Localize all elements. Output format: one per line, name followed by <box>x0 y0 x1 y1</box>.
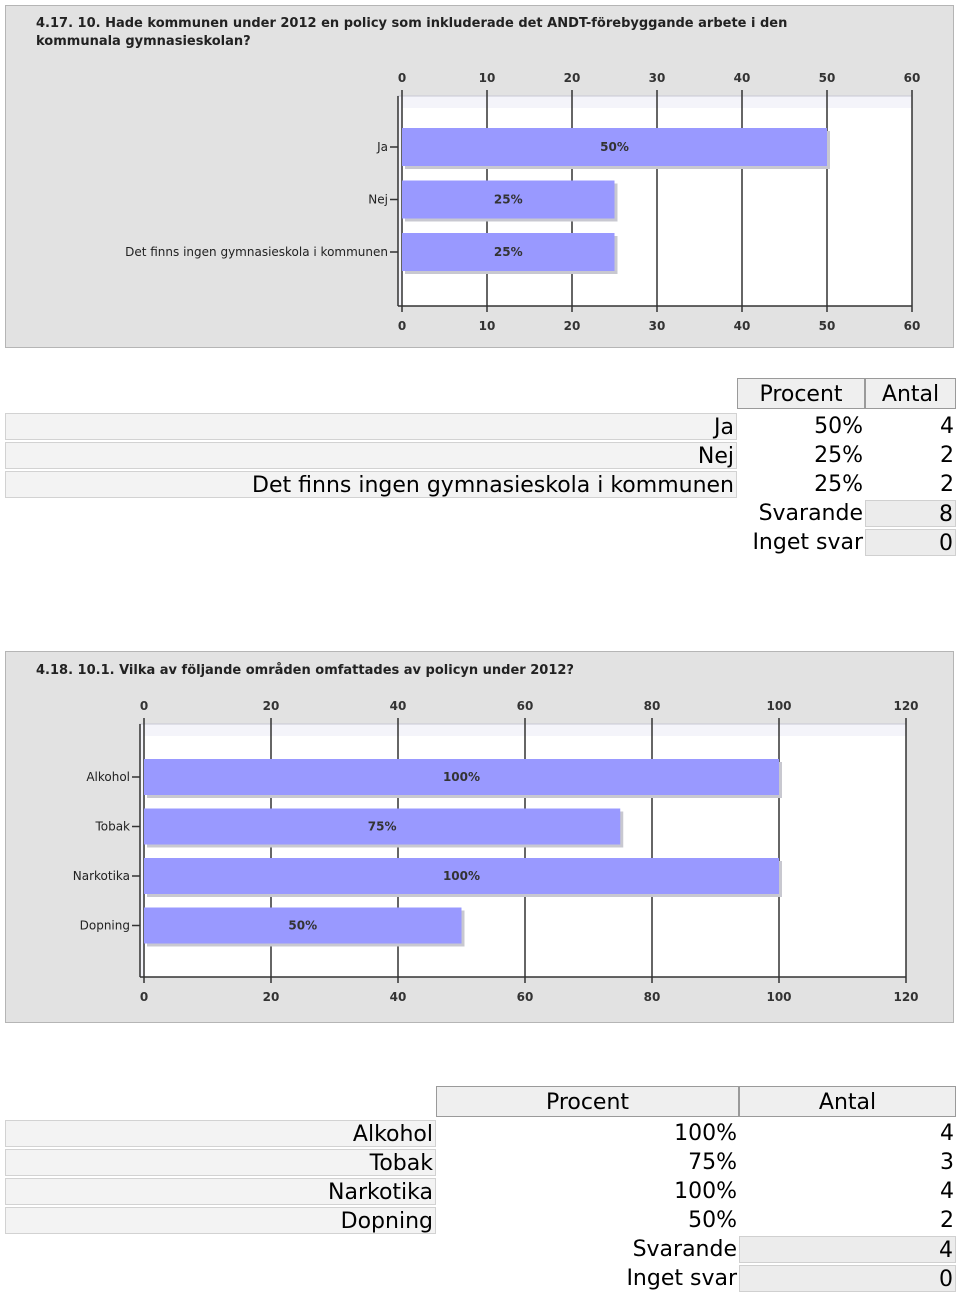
chart-title-2: 4.18. 10.1. Vilka av följande områden om… <box>36 663 574 678</box>
chart-title-1: 4.17. 10. Hade kommunen under 2012 en po… <box>36 16 788 49</box>
table2-header-antal: Antal <box>739 1086 956 1117</box>
table2-row-procent: 50% <box>436 1207 739 1234</box>
tick-label-bottom: 60 <box>517 990 534 1004</box>
bar <box>402 233 615 271</box>
tick-label-top: 20 <box>263 699 280 713</box>
table1-row-label: Nej <box>5 442 737 469</box>
tick-label-bottom: 80 <box>644 990 661 1004</box>
tick-label-top: 80 <box>644 699 661 713</box>
category-label: Ja <box>376 140 388 154</box>
tick-label-top: 20 <box>564 71 581 85</box>
tick-label-top: 40 <box>734 71 751 85</box>
bar <box>144 858 779 894</box>
bar <box>402 180 615 219</box>
tick-label-bottom: 120 <box>893 990 918 1004</box>
tick-label-bottom: 0 <box>140 990 148 1004</box>
table2-row-antal: 2 <box>739 1207 956 1234</box>
table1-row-antal: 2 <box>865 471 956 498</box>
bar-chart-1: 0 0 10 10 20 20 30 30 40 40 50 50 60 60 Ja 50% Nej 25% Det… <box>125 71 921 333</box>
chart-panel-1: 4.17. 10. Hade kommunen under 2012 en po… <box>5 5 954 348</box>
table1-header-procent: Procent <box>737 378 865 409</box>
tick-label-bottom: 40 <box>734 319 751 333</box>
chart-panel-2: 4.18. 10.1. Vilka av följande områden om… <box>5 651 954 1023</box>
bar-data-label: 25% <box>494 245 523 259</box>
category-label: Dopning <box>80 919 130 933</box>
bar-data-label: 100% <box>443 869 480 883</box>
table2-header-procent: Procent <box>436 1086 739 1117</box>
table2-summary-label: Inget svar <box>626 1266 737 1291</box>
table1-row-antal: 4 <box>865 413 956 440</box>
table2-row-procent: 100% <box>436 1120 739 1147</box>
category-label: Narkotika <box>73 869 130 883</box>
table1-row-label: Ja <box>5 413 737 440</box>
tick-label-top: 100 <box>766 699 791 713</box>
table2-row-antal: 3 <box>739 1149 956 1176</box>
table1-summary-label: Svarande <box>758 501 863 526</box>
table2-summary-value: 4 <box>739 1236 956 1263</box>
table1-row-label: Det finns ingen gymnasieskola i kommunen <box>5 471 737 498</box>
category-label: Det finns ingen gymnasieskola i kommunen <box>125 245 388 259</box>
tick-label-top: 0 <box>140 699 148 713</box>
tick-label-top: 60 <box>904 71 921 85</box>
tick-label-bottom: 30 <box>649 319 666 333</box>
table2-row-label: Narkotika <box>5 1178 436 1205</box>
tick-label-top: 0 <box>398 71 406 85</box>
table1-row-procent: 50% <box>737 413 865 440</box>
table1-row-procent: 25% <box>737 442 865 469</box>
tick-label-bottom: 20 <box>263 990 280 1004</box>
bar-data-label: 75% <box>368 820 397 834</box>
tick-label-bottom: 10 <box>479 319 496 333</box>
bar-chart-2: 0 0 20 20 40 40 60 60 80 80 100 100 120 120 Alkohol 100… <box>73 699 919 1004</box>
tick-label-bottom: 50 <box>819 319 836 333</box>
bar <box>144 907 462 944</box>
tick-label-bottom: 20 <box>564 319 581 333</box>
table2-row-procent: 100% <box>436 1178 739 1205</box>
table2-row-antal: 4 <box>739 1120 956 1147</box>
bar-data-label: 25% <box>494 193 523 207</box>
tick-label-bottom: 60 <box>904 319 921 333</box>
table2-row-label: Tobak <box>5 1149 436 1176</box>
tick-label-top: 50 <box>819 71 836 85</box>
bar <box>144 759 779 795</box>
results-table-1: Procent Antal Ja 50% 4 Nej 25% 2 Det fin… <box>0 378 960 558</box>
bar-data-label: 100% <box>443 770 480 784</box>
bar <box>144 808 621 845</box>
category-label: Nej <box>368 193 388 207</box>
tick-label-top: 30 <box>649 71 666 85</box>
tick-label-top: 60 <box>517 699 534 713</box>
results-table-2: Procent Antal Alkohol 100% 4 Tobak 75% 3… <box>0 1086 960 1295</box>
bar-data-label: 50% <box>288 919 317 933</box>
table1-summary-value: 0 <box>865 529 956 556</box>
tick-label-top: 40 <box>390 699 407 713</box>
category-label: Alkohol <box>86 770 130 784</box>
table1-header-antal: Antal <box>865 378 956 409</box>
table1-summary-value: 8 <box>865 500 956 527</box>
table1-row-procent: 25% <box>737 471 865 498</box>
table2-summary-label: Svarande <box>632 1237 737 1262</box>
table2-row-antal: 4 <box>739 1178 956 1205</box>
tick-label-top: 10 <box>479 71 496 85</box>
table2-row-label: Dopning <box>5 1207 436 1234</box>
table2-summary-value: 0 <box>739 1265 956 1292</box>
tick-label-bottom: 40 <box>390 990 407 1004</box>
table1-row-antal: 2 <box>865 442 956 469</box>
table2-row-label: Alkohol <box>5 1120 436 1147</box>
bar <box>402 128 827 166</box>
category-label: Tobak <box>94 820 130 834</box>
table2-row-procent: 75% <box>436 1149 739 1176</box>
tick-label-bottom: 0 <box>398 319 406 333</box>
bar-data-label: 50% <box>600 140 629 154</box>
tick-label-bottom: 100 <box>766 990 791 1004</box>
tick-label-top: 120 <box>893 699 918 713</box>
table1-summary-label: Inget svar <box>752 530 863 555</box>
